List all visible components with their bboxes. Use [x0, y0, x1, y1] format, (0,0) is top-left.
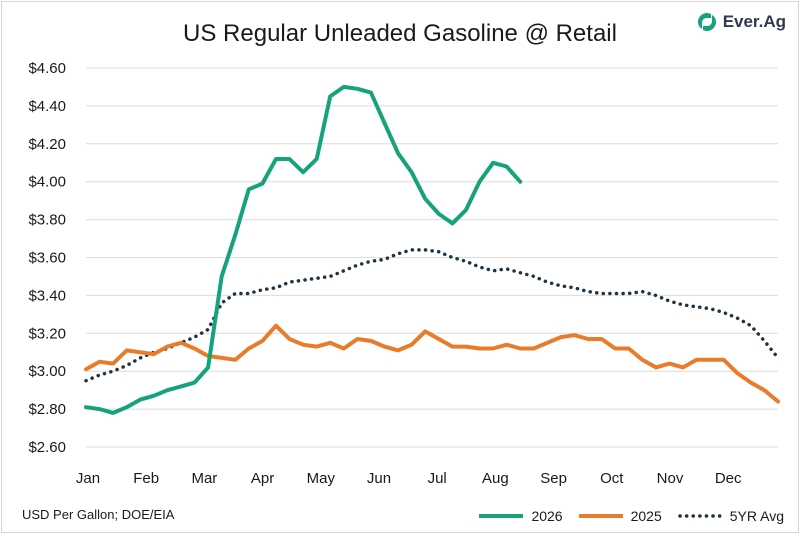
brand-logo-icon [697, 13, 716, 31]
x-tick-label: Nov [657, 470, 684, 487]
legend-swatch-2026 [479, 514, 524, 518]
brand-name: Ever.Ag [722, 12, 786, 31]
y-tick-label: $4.00 [28, 174, 66, 191]
y-tick-label: $2.80 [28, 401, 66, 418]
x-tick-label: Jul [428, 470, 447, 487]
series-line-2025 [84, 323, 780, 404]
y-tick-label: $3.60 [28, 250, 66, 267]
y-tick-label: $4.40 [28, 98, 66, 115]
x-tick-label: Sep [540, 470, 567, 487]
brand-logo: Ever.Ag [696, 11, 786, 33]
x-axis: Jan Feb Mar Apr May Jun Jul Aug Sep Oct Nov Dec [76, 470, 742, 487]
x-tick-label: Oct [600, 470, 624, 487]
legend-item-2026: 2026 [479, 508, 563, 524]
x-tick-label: Apr [251, 470, 274, 487]
x-tick-label: Jan [76, 470, 100, 487]
x-tick-label: Dec [715, 470, 742, 487]
y-tick-label: $2.60 [28, 439, 66, 456]
y-tick-label: $3.20 [28, 325, 66, 342]
x-tick-label: Jun [367, 470, 391, 487]
x-tick-label: Mar [191, 470, 217, 487]
chart-title: US Regular Unleaded Gasoline @ Retail [183, 20, 617, 47]
y-axis: $2.60 $2.80 $3.00 $3.20 $3.40 $3.60 $3.80 $4.00… [28, 60, 66, 456]
y-tick-label: $3.80 [28, 212, 66, 229]
series-line-2026 [84, 84, 523, 415]
x-tick-label: Feb [133, 470, 159, 487]
gridlines [86, 67, 778, 448]
x-tick-label: May [307, 470, 336, 487]
legend-item-5yr-avg: 5YR Avg [678, 508, 784, 524]
y-tick-label: $4.60 [28, 60, 66, 77]
source-note: USD Per Gallon; DOE/EIA [22, 507, 175, 522]
legend-item-2025: 2025 [578, 508, 662, 524]
x-tick-label: Aug [482, 470, 509, 487]
series-line-5yr-avg [84, 248, 780, 383]
legend-label-5yr-avg: 5YR Avg [729, 508, 784, 524]
y-tick-label: $3.40 [28, 287, 66, 304]
legend-label-2026: 2026 [531, 508, 563, 524]
legend-swatch-2025 [578, 514, 623, 518]
y-tick-label: $3.00 [28, 363, 66, 380]
series-lines [84, 84, 780, 415]
legend-label-2025: 2025 [630, 508, 662, 524]
y-tick-label: $4.20 [28, 136, 66, 153]
legend-swatch-5yr-avg [678, 514, 722, 518]
legend: 2026 2025 5YR Avg [479, 508, 784, 524]
